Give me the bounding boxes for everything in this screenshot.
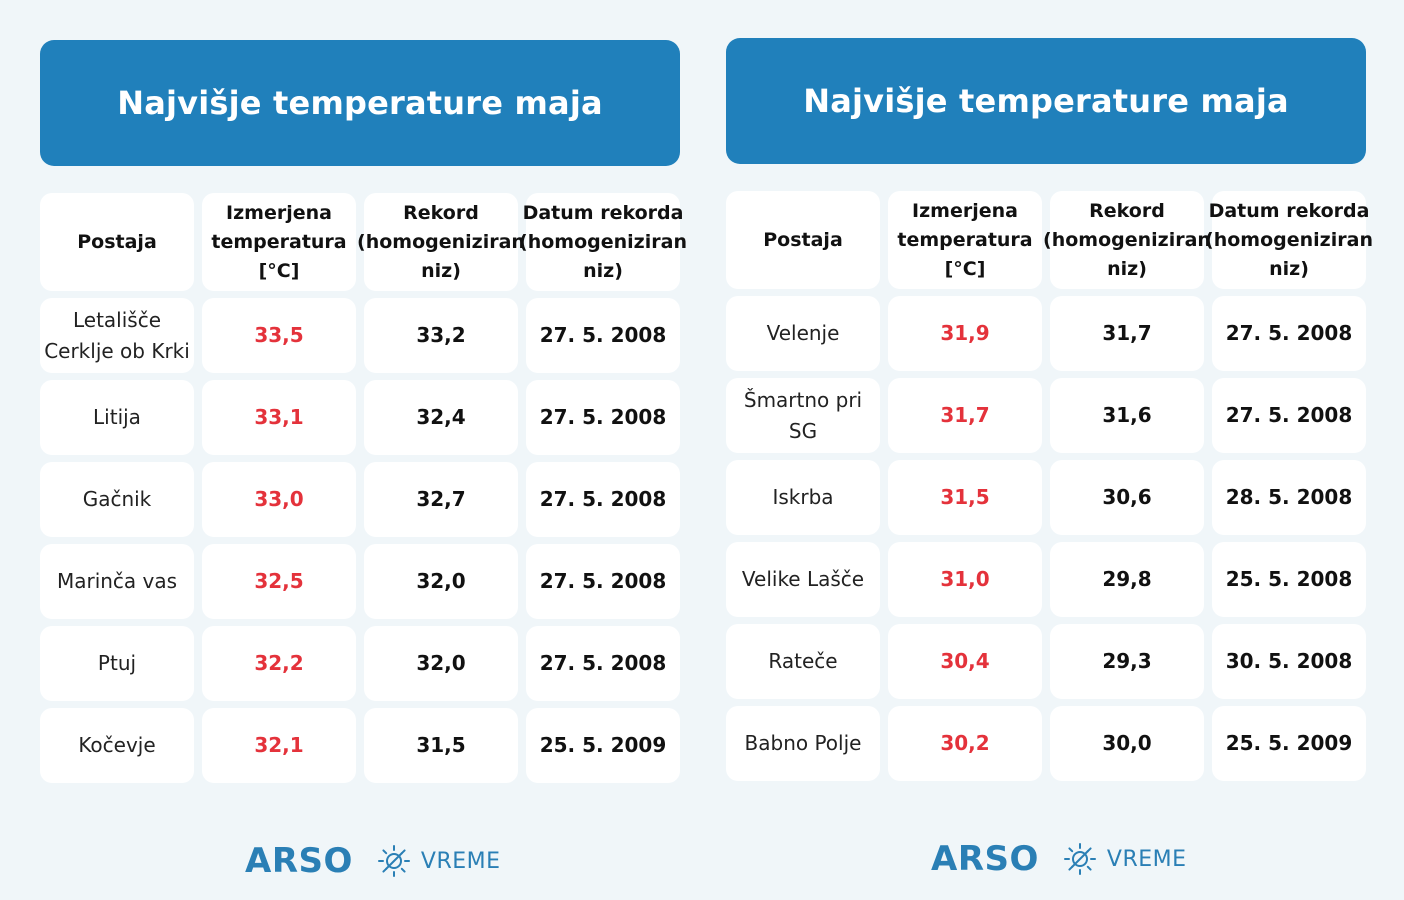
sun-icon [1063,842,1097,876]
record-cell: 29,3 [1050,624,1204,699]
record-cell: 32,4 [364,380,518,455]
measured-cell: 30,2 [888,706,1042,781]
sun-icon [377,844,411,878]
record-cell: 33,2 [364,298,518,373]
record-cell: 30,6 [1050,460,1204,535]
footer-logo: ARSO VREME [245,838,505,884]
station-cell: Kočevje [40,708,194,783]
record-cell: 30,0 [1050,706,1204,781]
header-station: Postaja [40,193,194,291]
record-cell: 31,6 [1050,378,1204,453]
record-date-cell: 25. 5. 2009 [526,708,680,783]
header-station: Postaja [726,191,880,289]
header-record: Rekord (homogeniziran niz) [357,193,525,291]
measured-cell: 32,1 [202,708,356,783]
record-date-cell: 27. 5. 2008 [1212,378,1366,453]
station-cell: Litija [40,380,194,455]
station-cell: Šmartno pri SG [726,378,880,453]
arso-logo-text: ARSO [931,839,1039,879]
record-cell: 32,7 [364,462,518,537]
vreme-logo-text: VREME [1106,846,1187,872]
record-cell: 31,7 [1050,296,1204,371]
record-date-cell: 27. 5. 2008 [526,380,680,455]
record-date-cell: 25. 5. 2009 [1212,706,1366,781]
vreme-logo-text: VREME [420,848,501,874]
record-date-cell: 27. 5. 2008 [526,626,680,701]
left-title-banner: Najvišje temperature maja [40,40,680,166]
header-record-date: Datum rekorda (homogeniziran niz) [519,193,687,291]
record-cell: 32,0 [364,626,518,701]
left-table-title: Najvišje temperature maja [117,84,603,122]
left-table-panel: Najvišje temperature maja Postaja Izmerj… [40,0,687,900]
record-date-cell: 27. 5. 2008 [526,298,680,373]
station-cell: Gačnik [40,462,194,537]
header-measured: Izmerjena temperatura [°C] [888,191,1042,289]
station-cell: Velike Lašče [726,542,880,617]
measured-cell: 30,4 [888,624,1042,699]
record-cell: 32,0 [364,544,518,619]
measured-cell: 33,0 [202,462,356,537]
right-table-title: Najvišje temperature maja [803,82,1289,120]
station-cell: Rateče [726,624,880,699]
station-cell: Marinča vas [40,544,194,619]
record-date-cell: 28. 5. 2008 [1212,460,1366,535]
measured-cell: 31,9 [888,296,1042,371]
measured-cell: 32,5 [202,544,356,619]
header-record-date: Datum rekorda (homogeniziran niz) [1205,191,1373,289]
record-date-cell: 27. 5. 2008 [526,544,680,619]
measured-cell: 31,0 [888,542,1042,617]
record-date-cell: 27. 5. 2008 [1212,296,1366,371]
measured-cell: 31,5 [888,460,1042,535]
measured-cell: 33,1 [202,380,356,455]
station-cell: Babno Polje [726,706,880,781]
right-table-panel: Najvišje temperature maja Postaja Izmerj… [726,0,1373,898]
footer-logo: ARSO VREME [931,836,1191,882]
record-cell: 29,8 [1050,542,1204,617]
record-date-cell: 30. 5. 2008 [1212,624,1366,699]
record-cell: 31,5 [364,708,518,783]
measured-cell: 33,5 [202,298,356,373]
station-cell: Letališče Cerklje ob Krki [40,298,194,373]
header-measured: Izmerjena temperatura [°C] [202,193,356,291]
right-title-banner: Najvišje temperature maja [726,38,1366,164]
record-date-cell: 25. 5. 2008 [1212,542,1366,617]
station-cell: Velenje [726,296,880,371]
header-record: Rekord (homogeniziran niz) [1043,191,1211,289]
measured-cell: 32,2 [202,626,356,701]
arso-logo-text: ARSO [245,841,353,881]
station-cell: Iskrba [726,460,880,535]
record-date-cell: 27. 5. 2008 [526,462,680,537]
station-cell: Ptuj [40,626,194,701]
measured-cell: 31,7 [888,378,1042,453]
